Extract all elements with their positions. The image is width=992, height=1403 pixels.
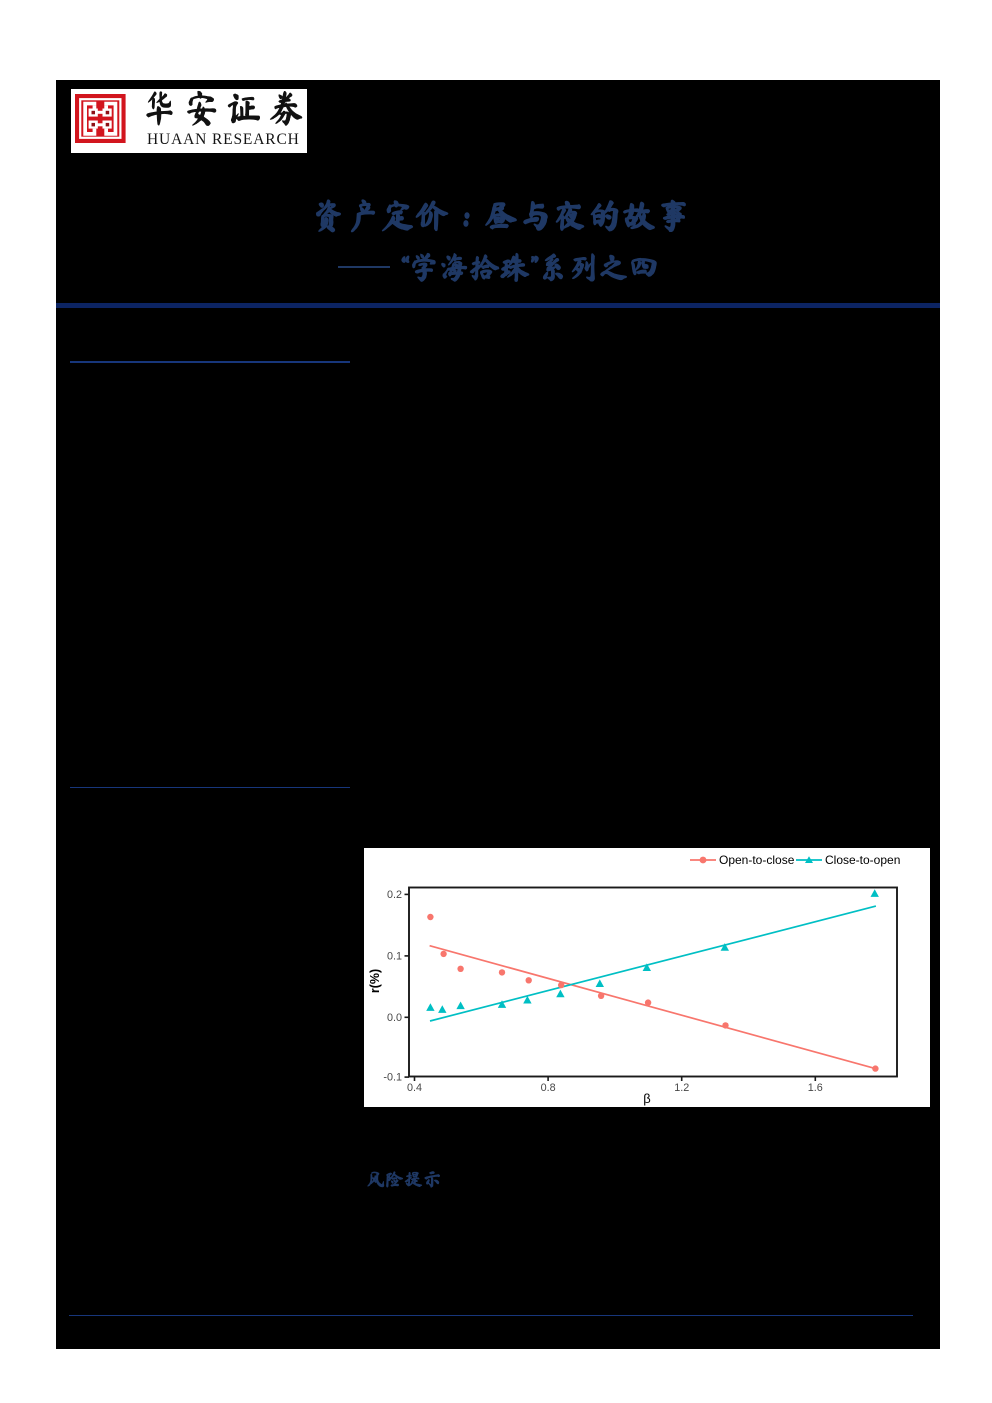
- svg-text:0.0: 0.0: [387, 1012, 402, 1024]
- svg-text:0.4: 0.4: [407, 1082, 422, 1094]
- svg-text:1.6: 1.6: [808, 1082, 823, 1094]
- svg-text:r(%): r(%): [368, 969, 382, 993]
- svg-text:1.2: 1.2: [674, 1082, 689, 1094]
- svg-text:β: β: [643, 1091, 650, 1106]
- svg-text:Close-to-open: Close-to-open: [825, 853, 900, 867]
- svg-text:-0.1: -0.1: [383, 1072, 402, 1084]
- svg-text:0.1: 0.1: [387, 951, 402, 963]
- svg-text:Open-to-close: Open-to-close: [719, 853, 795, 867]
- svg-text:0.8: 0.8: [541, 1082, 556, 1094]
- svg-text:0.2: 0.2: [387, 889, 402, 901]
